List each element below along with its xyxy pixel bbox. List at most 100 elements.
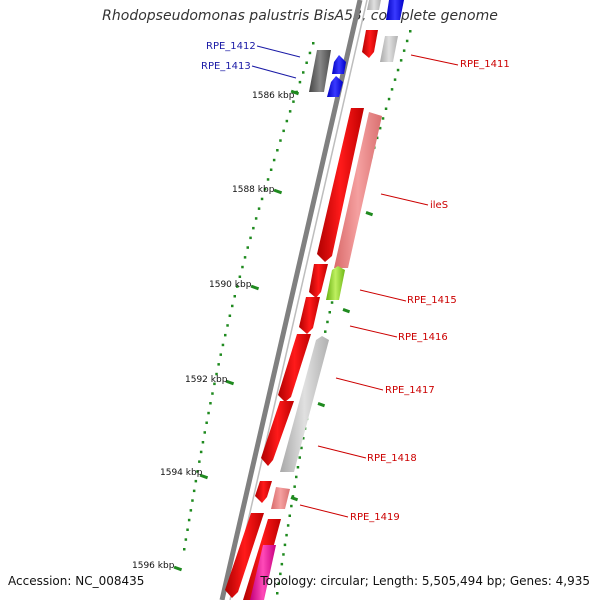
scale-dot (291, 495, 295, 498)
scale-dot (183, 548, 186, 551)
gene-arrow-gray[interactable] (280, 336, 329, 472)
gene-label-rpe1411[interactable]: RPE_1411 (460, 59, 510, 70)
gene-label-rpe1419[interactable]: RPE_1419 (350, 512, 400, 523)
scale-dot (192, 489, 196, 493)
gene-arrow-red[interactable] (261, 401, 294, 466)
scale-dot (205, 421, 208, 424)
scale-dot (198, 460, 201, 463)
scale-dot (290, 504, 293, 508)
scale-dot (293, 485, 296, 488)
gene-rpe1411-pair[interactable] (362, 0, 404, 62)
scale-tick-1592: 1592 kbp (185, 375, 235, 386)
scale-dot (288, 514, 291, 517)
gene-rpe1418[interactable] (261, 401, 294, 466)
topology-text: Topology: circular; Length: 5,505,494 bp… (260, 574, 590, 588)
scale-dot (280, 562, 284, 566)
gene-arrow-blue[interactable] (327, 76, 343, 97)
scale-dot (285, 533, 288, 537)
gene-label-rpe1413[interactable]: RPE_1413 (201, 61, 251, 72)
scale-tick-1596: 1596 kbp (132, 561, 183, 572)
scale-dot (292, 100, 295, 103)
gene-labels: RPE_1411 RPE_1412 RPE_1413 ileS RPE_1415… (201, 41, 510, 523)
scale-dot (409, 30, 412, 33)
gene-bottom-group[interactable] (225, 513, 281, 600)
scale-dot (238, 275, 242, 278)
gene-arrow-green[interactable] (326, 266, 345, 300)
scale-dot (283, 543, 287, 547)
gene-arrow-red[interactable] (225, 513, 264, 598)
gene-label-rpe1416[interactable]: RPE_1416 (398, 332, 448, 343)
scale-dot (387, 97, 391, 101)
scale-dot (328, 311, 331, 314)
gene-arrow-blue[interactable] (332, 55, 346, 74)
scale-label: 1590 kbp (209, 280, 252, 290)
scale-dot (279, 139, 282, 142)
scale-dot (252, 226, 255, 230)
gene-arrow-red[interactable] (299, 297, 320, 334)
gene-arrow-gray-top[interactable] (367, 0, 381, 10)
gene-arrow-red[interactable] (309, 264, 328, 298)
scale-dot (288, 110, 292, 113)
gene-label-iles[interactable]: ileS (430, 200, 448, 211)
scale-dot (384, 107, 388, 110)
scale-dot (201, 441, 205, 444)
scale-dot (191, 499, 194, 502)
gene-label-rpe1412[interactable]: RPE_1412 (206, 41, 256, 52)
gene-rpe1415[interactable] (309, 264, 345, 300)
scale-dot (266, 178, 270, 181)
scale-dot (194, 479, 198, 483)
scale-dot (381, 117, 385, 120)
gene-arrow-red[interactable] (255, 481, 272, 503)
accession-text: Accession: NC_008435 (8, 574, 145, 588)
gene-arrow-red[interactable] (317, 108, 364, 262)
scale-dot (209, 402, 212, 405)
scale-dot (217, 363, 220, 366)
gene-arrow-pink[interactable] (271, 487, 290, 509)
scale-dot (207, 411, 210, 415)
scale-dot (312, 42, 315, 45)
scale-dot (241, 265, 244, 269)
scale-label: 1594 kbp (160, 468, 203, 478)
gene-label-leaders (251, 45, 459, 518)
genome-backbone-outer (219, 0, 363, 600)
scale-dot (324, 330, 327, 333)
scale-dot (186, 528, 189, 531)
gene-rpe1417[interactable] (278, 334, 329, 472)
scale-label: 1588 kbp (232, 185, 275, 195)
scale-dot (330, 301, 334, 304)
gene-arrow-red[interactable] (278, 334, 311, 402)
gene-label-rpe1417[interactable]: RPE_1417 (385, 385, 435, 396)
scale-dot (402, 49, 406, 52)
gene-iles[interactable] (317, 108, 382, 268)
gene-label-rpe1415[interactable]: RPE_1415 (407, 295, 457, 306)
scale-dot (378, 126, 382, 130)
scale-tick-1594: 1594 kbp (160, 468, 209, 480)
scale-dot (305, 61, 308, 64)
scale-dot (260, 197, 264, 201)
gene-rpe1416[interactable] (299, 297, 320, 334)
scale-dots (183, 42, 315, 551)
gene-arrow-magenta[interactable] (250, 545, 276, 600)
scale-dot (226, 324, 229, 327)
gene-rpe1419[interactable] (255, 481, 290, 509)
scale-dot (263, 188, 267, 191)
scale-dot (221, 343, 225, 347)
scale-dot (249, 236, 252, 240)
scale-label: 1596 kbp (132, 561, 175, 571)
gene-arrow-pink[interactable] (334, 112, 382, 268)
scale-label: 1592 kbp (185, 375, 228, 385)
scale-dot (399, 59, 403, 62)
gene-arrow-gray[interactable] (380, 36, 398, 62)
gene-rpe1412[interactable] (309, 50, 331, 92)
scale-dot (272, 158, 276, 162)
gene-arrow-red[interactable] (362, 30, 378, 58)
scale-dot (300, 446, 303, 450)
gene-arrow-darkgray[interactable] (309, 50, 331, 92)
gene-rpe1413[interactable] (327, 55, 346, 97)
scale-dot (196, 470, 199, 473)
scale-dot (236, 285, 239, 288)
gene-arrow-blue[interactable] (386, 0, 404, 20)
gene-label-rpe1418[interactable]: RPE_1418 (367, 453, 417, 464)
scale-tick-1588: 1588 kbp (232, 185, 283, 195)
